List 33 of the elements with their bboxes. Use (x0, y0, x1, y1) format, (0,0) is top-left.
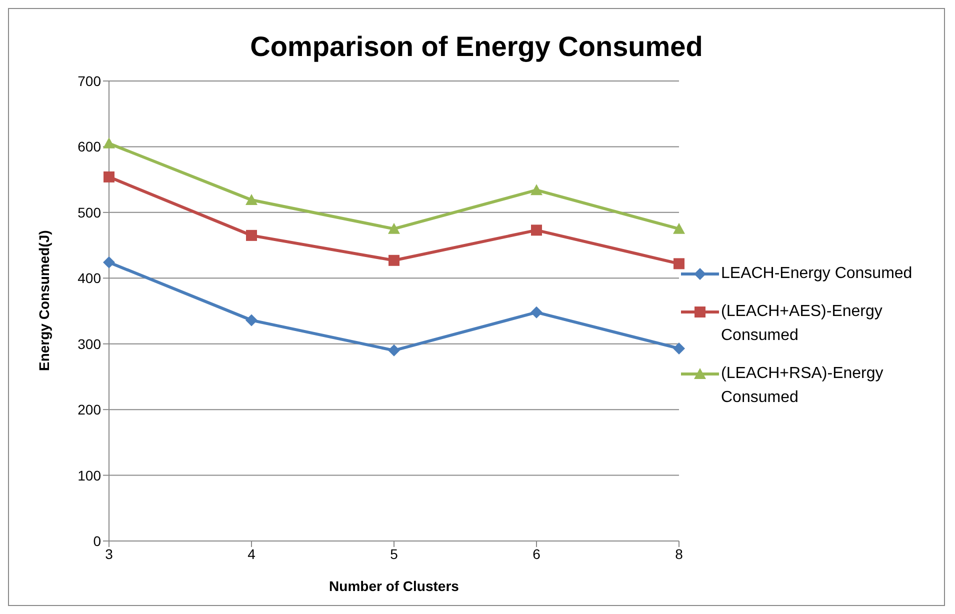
y-tick-label: 700 (78, 72, 102, 89)
point (246, 314, 258, 326)
x-tick-label: 4 (248, 546, 256, 562)
point (530, 306, 542, 318)
point (246, 230, 257, 241)
y-tick-label: 200 (78, 402, 102, 418)
point (530, 184, 542, 196)
legend-label: LEACH-Energy Consumed (721, 264, 912, 284)
point (673, 222, 685, 234)
x-tick-label: 8 (675, 546, 684, 562)
legend-label: (LEACH+RSA)-Energy Consumed (721, 364, 884, 408)
point (388, 344, 400, 356)
y-tick-label: 600 (78, 138, 102, 155)
legend-label: (LEACH+AES)-Energy Consumed (721, 302, 884, 346)
y-tick-label: 500 (78, 204, 102, 220)
y-tick-label: 100 (78, 467, 102, 484)
point (388, 254, 400, 266)
point (531, 224, 542, 236)
x-tick-label: 5 (390, 546, 398, 562)
y-tick-label: 0 (93, 532, 102, 549)
point (673, 342, 685, 354)
point (388, 222, 400, 234)
x-tick-label: 6 (532, 546, 541, 562)
x-axis-title: Number of Clusters (329, 578, 460, 594)
point (246, 194, 258, 205)
y-axis-title: Energy Consumed(J) (36, 230, 52, 371)
point (674, 258, 684, 270)
x-tick-label: 3 (105, 546, 114, 562)
chart-title: Comparison of Energy Consumed (249, 31, 704, 64)
point (103, 256, 115, 268)
y-tick-label: 300 (78, 336, 102, 352)
y-tick-label: 400 (78, 270, 102, 286)
point (104, 171, 114, 182)
